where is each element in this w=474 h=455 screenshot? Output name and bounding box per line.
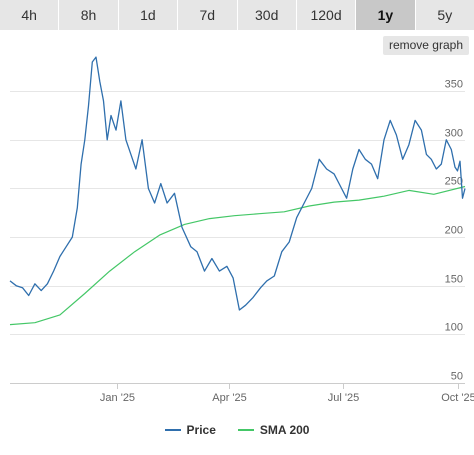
tab-30d[interactable]: 30d xyxy=(237,0,297,30)
range-tabs: 4h 8h 1d 7d 30d 120d 1y 5y xyxy=(0,0,474,30)
grid-lines xyxy=(10,91,465,384)
legend-item-price[interactable]: Price xyxy=(164,423,216,437)
tab-4h[interactable]: 4h xyxy=(0,0,60,30)
y-axis-ticks: 50 100 150 200 250 300 350 xyxy=(445,79,463,383)
y-tick-label: 200 xyxy=(445,225,463,237)
legend: Price SMA 200 xyxy=(0,420,474,440)
y-tick-label: 50 xyxy=(451,371,463,383)
y-tick-label: 300 xyxy=(445,128,463,140)
tab-5y[interactable]: 5y xyxy=(415,0,474,30)
price-line xyxy=(9,56,466,311)
legend-item-sma-200[interactable]: SMA 200 xyxy=(237,423,310,437)
x-tick-label: Apr '25 xyxy=(212,392,247,404)
legend-label-sma-200: SMA 200 xyxy=(259,423,310,437)
x-tick-label: Jul '25 xyxy=(328,392,359,404)
legend-swatch-sma-200 xyxy=(237,429,254,431)
legend-swatch-price xyxy=(164,429,181,431)
tab-120d[interactable]: 120d xyxy=(296,0,357,30)
x-axis-ticks: Jan '25 Apr '25 Jul '25 Oct '25 xyxy=(100,383,474,404)
sma-200-line xyxy=(9,185,466,326)
tab-7d[interactable]: 7d xyxy=(178,0,238,30)
y-tick-label: 150 xyxy=(445,274,463,286)
tab-8h[interactable]: 8h xyxy=(59,0,119,30)
y-tick-label: 100 xyxy=(445,322,463,334)
legend-label-price: Price xyxy=(186,423,216,437)
price-chart: 50 100 150 200 250 300 350 Jan '25 Apr '25 Jul '… xyxy=(9,56,474,404)
tab-1d[interactable]: 1d xyxy=(118,0,179,30)
series-lines xyxy=(9,56,466,326)
x-tick-label: Jan '25 xyxy=(100,392,135,404)
y-tick-label: 350 xyxy=(445,79,463,91)
remove-graph-button[interactable]: remove graph xyxy=(382,36,469,55)
x-tick-label: Oct '25 xyxy=(441,392,474,404)
tab-1y[interactable]: 1y xyxy=(356,0,416,30)
y-tick-label: 250 xyxy=(445,176,463,188)
